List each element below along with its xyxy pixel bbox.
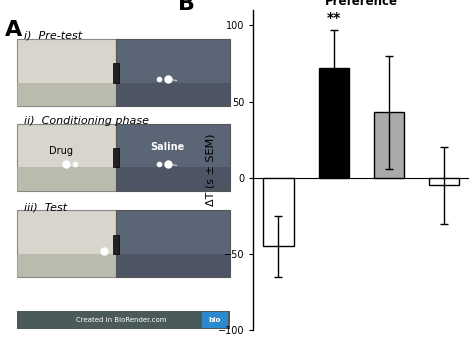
FancyBboxPatch shape [116, 83, 230, 106]
FancyBboxPatch shape [116, 124, 230, 191]
Bar [429, 178, 459, 185]
FancyBboxPatch shape [116, 39, 230, 106]
Text: i)  Pre-test: i) Pre-test [24, 31, 82, 41]
Bar [374, 112, 404, 178]
Title: Conditioned Place
Preference: Conditioned Place Preference [301, 0, 421, 7]
Text: ii)  Conditioning phase: ii) Conditioning phase [24, 116, 149, 126]
FancyBboxPatch shape [17, 39, 116, 106]
Text: bio: bio [209, 317, 221, 323]
Text: Created in BioRender.com: Created in BioRender.com [76, 317, 166, 323]
FancyBboxPatch shape [17, 124, 116, 191]
Bar [319, 68, 349, 178]
Bar [263, 178, 294, 246]
Text: B: B [178, 0, 195, 14]
Text: Drug: Drug [49, 146, 73, 156]
FancyBboxPatch shape [17, 167, 116, 191]
FancyBboxPatch shape [17, 83, 116, 106]
FancyBboxPatch shape [116, 210, 230, 277]
FancyBboxPatch shape [116, 254, 230, 277]
Text: **: ** [327, 11, 341, 25]
Bar [113, 148, 119, 167]
Bar [17, 311, 230, 329]
FancyBboxPatch shape [17, 254, 116, 277]
Bar [202, 312, 228, 328]
Text: iii)  Test: iii) Test [24, 202, 67, 212]
FancyBboxPatch shape [116, 167, 230, 191]
Bar [113, 235, 119, 254]
FancyBboxPatch shape [17, 210, 116, 277]
Text: A: A [5, 20, 22, 40]
Text: Saline: Saline [150, 142, 185, 152]
Bar [113, 63, 119, 83]
Y-axis label: ΔT (s ± SEM): ΔT (s ± SEM) [205, 134, 215, 207]
